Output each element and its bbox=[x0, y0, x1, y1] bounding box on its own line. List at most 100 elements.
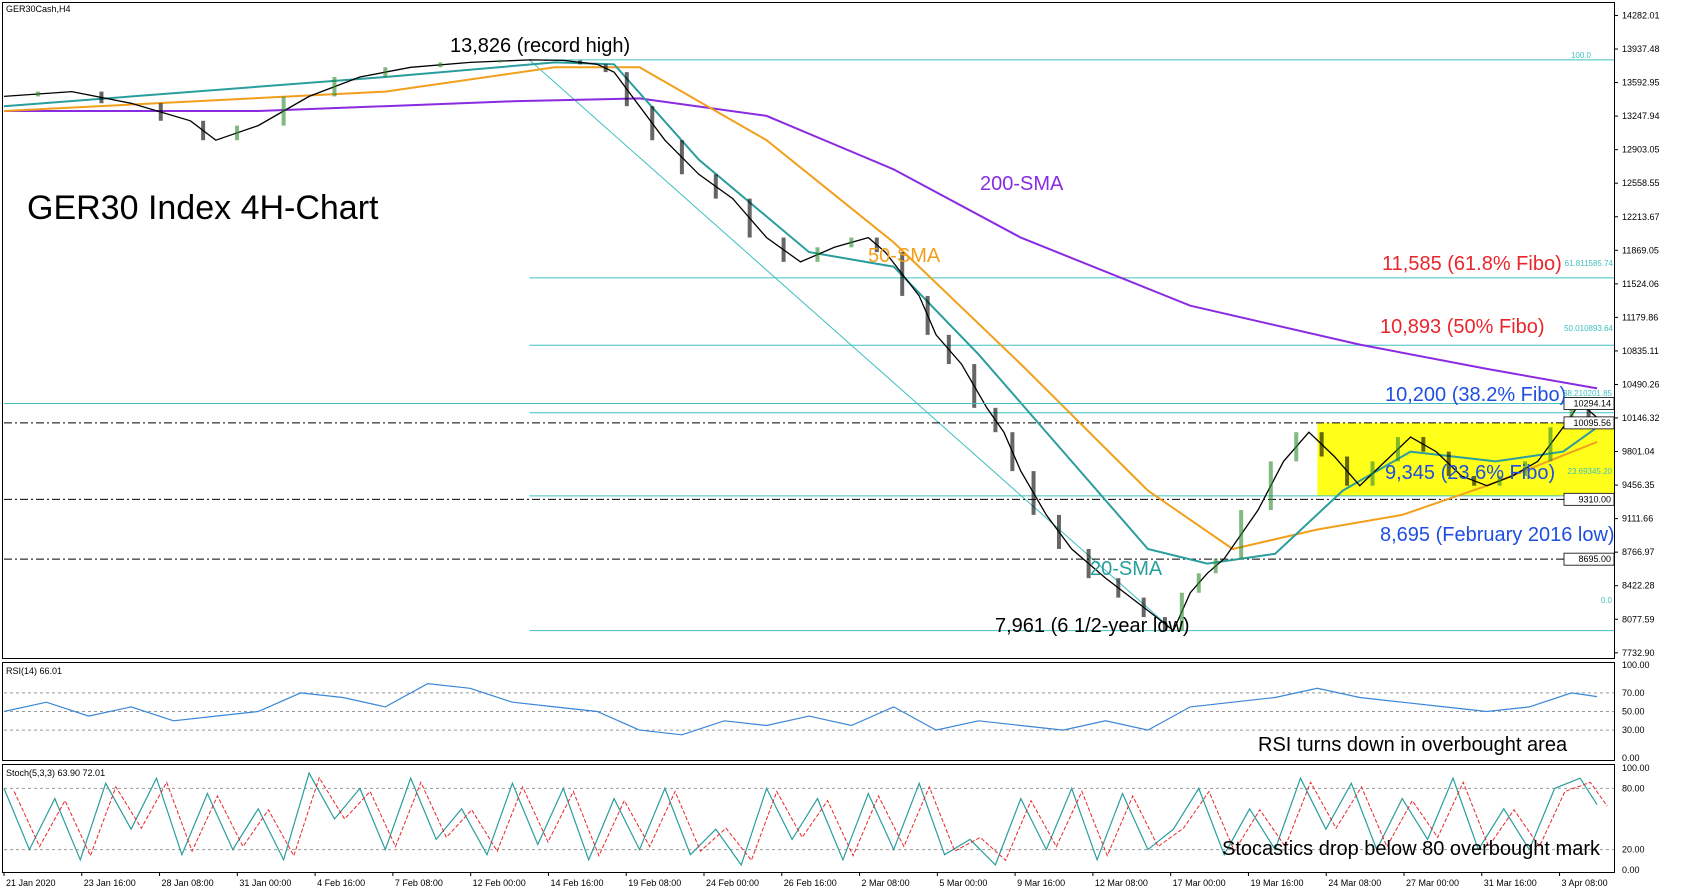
price-tag-lower-range: 9310.00 bbox=[1578, 494, 1611, 504]
price-tick-label: 13592.95 bbox=[1622, 78, 1660, 88]
candle bbox=[993, 407, 998, 433]
fib382-label: 10,200 (38.2% Fibo) bbox=[1385, 384, 1566, 406]
x-tick-label: 12 Feb 00:00 bbox=[473, 878, 526, 888]
candle bbox=[201, 120, 206, 141]
sma20-label: 20-SMA bbox=[1090, 558, 1163, 580]
x-tick-label: 24 Feb 00:00 bbox=[706, 878, 759, 888]
price-tick-label: 8077.59 bbox=[1622, 614, 1655, 624]
price-tick-label: 10490.26 bbox=[1622, 379, 1660, 389]
x-tick-label: 23 Jan 16:00 bbox=[84, 878, 136, 888]
low-label: 7,961 (6 1/2-year low) bbox=[995, 615, 1190, 637]
candle bbox=[99, 91, 104, 104]
price-tick-label: 12903.05 bbox=[1622, 145, 1660, 155]
stoch-tick-label: 20.00 bbox=[1622, 845, 1645, 855]
price-tag-box bbox=[1563, 397, 1615, 410]
candle bbox=[1319, 432, 1324, 457]
rsi-indicator-label: RSI(14) 66.01 bbox=[6, 666, 62, 676]
fib-small-50: 50.010893.64 bbox=[1564, 324, 1613, 333]
candle bbox=[544, 59, 549, 61]
candle bbox=[383, 67, 388, 77]
rsi-panel-frame bbox=[2, 662, 1615, 761]
price-tag-box bbox=[1563, 552, 1615, 566]
sma50-label: 50-SMA bbox=[868, 245, 941, 267]
x-tick-label: 21 Jan 2020 bbox=[6, 878, 56, 888]
fib-small-618: 61.811585.74 bbox=[1565, 259, 1614, 268]
candle bbox=[1523, 461, 1528, 476]
fib-small-0: 0.0 bbox=[1601, 596, 1613, 605]
rsi-tick-label: 50.00 bbox=[1622, 707, 1645, 717]
candle bbox=[1196, 573, 1201, 593]
candle bbox=[1268, 461, 1273, 511]
price-tick-label: 11869.05 bbox=[1622, 245, 1659, 255]
fib-small-236: 23.69345.20 bbox=[1568, 467, 1613, 476]
stoch-tick-label: 80.00 bbox=[1622, 783, 1645, 793]
candle bbox=[972, 364, 977, 408]
price-line bbox=[3, 59, 1598, 632]
candle bbox=[815, 247, 820, 262]
candle bbox=[946, 334, 951, 365]
candle bbox=[281, 96, 286, 126]
fib236-label: 9,345 (23.6% Fibo) bbox=[1385, 462, 1555, 484]
x-tick-label: 7 Feb 08:00 bbox=[395, 878, 443, 888]
candle bbox=[1421, 437, 1426, 452]
candle bbox=[35, 91, 40, 97]
price-tag-current: 10294.14 bbox=[1573, 399, 1611, 409]
price-tag-box bbox=[1563, 416, 1615, 430]
candle bbox=[650, 106, 655, 141]
candle bbox=[1086, 548, 1091, 579]
x-tick-label: 2 Mar 08:00 bbox=[862, 878, 910, 888]
x-tick-label: 27 Mar 00:00 bbox=[1406, 878, 1459, 888]
candle bbox=[1162, 617, 1167, 631]
rsi-line bbox=[3, 682, 1598, 736]
candle bbox=[438, 62, 443, 68]
candle bbox=[624, 72, 629, 107]
candle bbox=[1031, 471, 1036, 515]
price-tick-label: 13247.94 bbox=[1622, 111, 1660, 121]
price-tick-label: 11179.86 bbox=[1622, 312, 1658, 322]
candle bbox=[1395, 437, 1400, 462]
price-tag-box bbox=[1563, 492, 1615, 506]
candle bbox=[849, 237, 854, 248]
x-tick-label: 31 Mar 16:00 bbox=[1484, 878, 1537, 888]
candle bbox=[235, 125, 240, 141]
x-tick-label: 19 Mar 16:00 bbox=[1250, 878, 1303, 888]
sma200-line bbox=[4, 97, 1598, 390]
price-tick-label: 9456.35 bbox=[1622, 480, 1655, 490]
rsi-tick-label: 0.00 bbox=[1622, 753, 1640, 763]
range-box bbox=[1317, 422, 1614, 496]
candle bbox=[925, 295, 930, 335]
candle bbox=[1056, 514, 1061, 549]
x-tick-label: 9 Mar 16:00 bbox=[1017, 878, 1065, 888]
x-tick-label: 14 Feb 16:00 bbox=[550, 878, 603, 888]
axis-layer: 14282.01 13937.48 13592.95 13247.94 12903.05… bbox=[3, 10, 1660, 888]
feb2016-label: 8,695 (February 2016 low) bbox=[1380, 524, 1615, 546]
x-tick-label: 31 Jan 00:00 bbox=[239, 878, 291, 888]
x-tick-label: 28 Jan 08:00 bbox=[162, 878, 214, 888]
candle bbox=[874, 237, 879, 253]
price-tick-label: 13937.48 bbox=[1622, 44, 1660, 54]
candle bbox=[1010, 432, 1015, 472]
x-tick-label: 24 Mar 08:00 bbox=[1328, 878, 1381, 888]
stoch-indicator-label: Stoch(5,3,3) 63.90 72.01 bbox=[6, 768, 105, 778]
candle bbox=[1472, 475, 1477, 486]
stoch-panel-frame bbox=[2, 764, 1615, 873]
stoch-layer: 100.00 80.00 20.00 0.00 bbox=[3, 763, 1650, 875]
fib-trendline bbox=[529, 59, 1174, 631]
candle bbox=[1446, 451, 1451, 476]
chart-title: GER30 Index 4H-Chart bbox=[27, 189, 379, 227]
candle bbox=[1239, 510, 1244, 559]
price-layer bbox=[3, 59, 1614, 632]
record-high-label: 13,826 (record high) bbox=[450, 35, 630, 57]
candle bbox=[1548, 427, 1553, 462]
price-tick-label: 11524.06 bbox=[1622, 279, 1659, 289]
candle bbox=[679, 140, 684, 175]
stoch-tick-label: 100.00 bbox=[1622, 763, 1650, 773]
stoch-tick-label: 0.00 bbox=[1622, 865, 1640, 875]
candle bbox=[1294, 432, 1299, 462]
candle bbox=[1116, 578, 1121, 598]
rsi-layer: 100.00 70.00 50.00 30.00 0.00 bbox=[3, 660, 1650, 763]
candle bbox=[900, 252, 905, 296]
candle bbox=[1497, 475, 1502, 486]
price-tick-label: 10146.32 bbox=[1622, 413, 1660, 423]
